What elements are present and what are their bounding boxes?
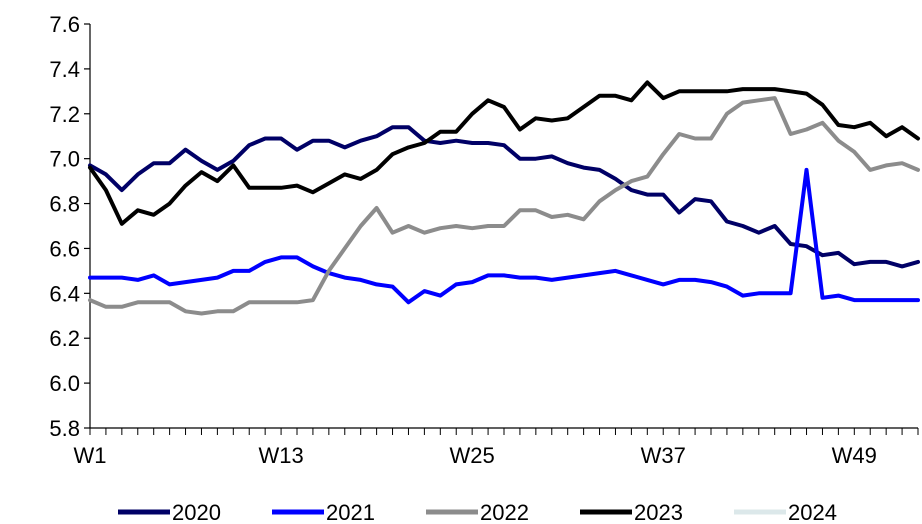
legend-label-2023: 2023 (634, 500, 683, 524)
y-axis: 5.8 6.0 6.2 6.4 6.6 6.8 7.0 7.2 7.4 7.6 (49, 12, 91, 441)
y-tick-label: 7.4 (49, 57, 80, 82)
y-tick-label: 6.2 (49, 326, 80, 351)
x-tick-label: W13 (258, 443, 303, 468)
legend: 2020 2021 2022 2023 2024 (118, 500, 837, 524)
legend-label-2022: 2022 (480, 500, 529, 524)
legend-label-2024: 2024 (788, 500, 837, 524)
y-tick-label: 6.8 (49, 192, 80, 217)
series-layer (88, 80, 920, 316)
y-tick-label: 6.0 (49, 371, 80, 396)
legend-label-2020: 2020 (172, 500, 221, 524)
series-line-2021 (88, 167, 920, 305)
series-line-2020 (88, 125, 920, 269)
x-axis: W1 W13 W25 W37 W49 (74, 427, 919, 468)
y-tick-label: 7.0 (49, 147, 80, 172)
x-tick-label: W1 (74, 443, 107, 468)
legend-label-2021: 2021 (326, 500, 375, 524)
y-tick-label: 7.6 (49, 12, 80, 37)
x-tick-label: W25 (450, 443, 495, 468)
y-tick-label: 7.2 (49, 102, 80, 127)
series-line-2022 (88, 96, 920, 316)
x-tick-label: W49 (832, 443, 877, 468)
y-tick-label: 5.8 (49, 416, 80, 441)
y-tick-label: 6.6 (49, 236, 80, 261)
x-tick-label: W37 (641, 443, 686, 468)
series-line-2023 (88, 80, 920, 226)
y-tick-label: 6.4 (49, 281, 80, 306)
